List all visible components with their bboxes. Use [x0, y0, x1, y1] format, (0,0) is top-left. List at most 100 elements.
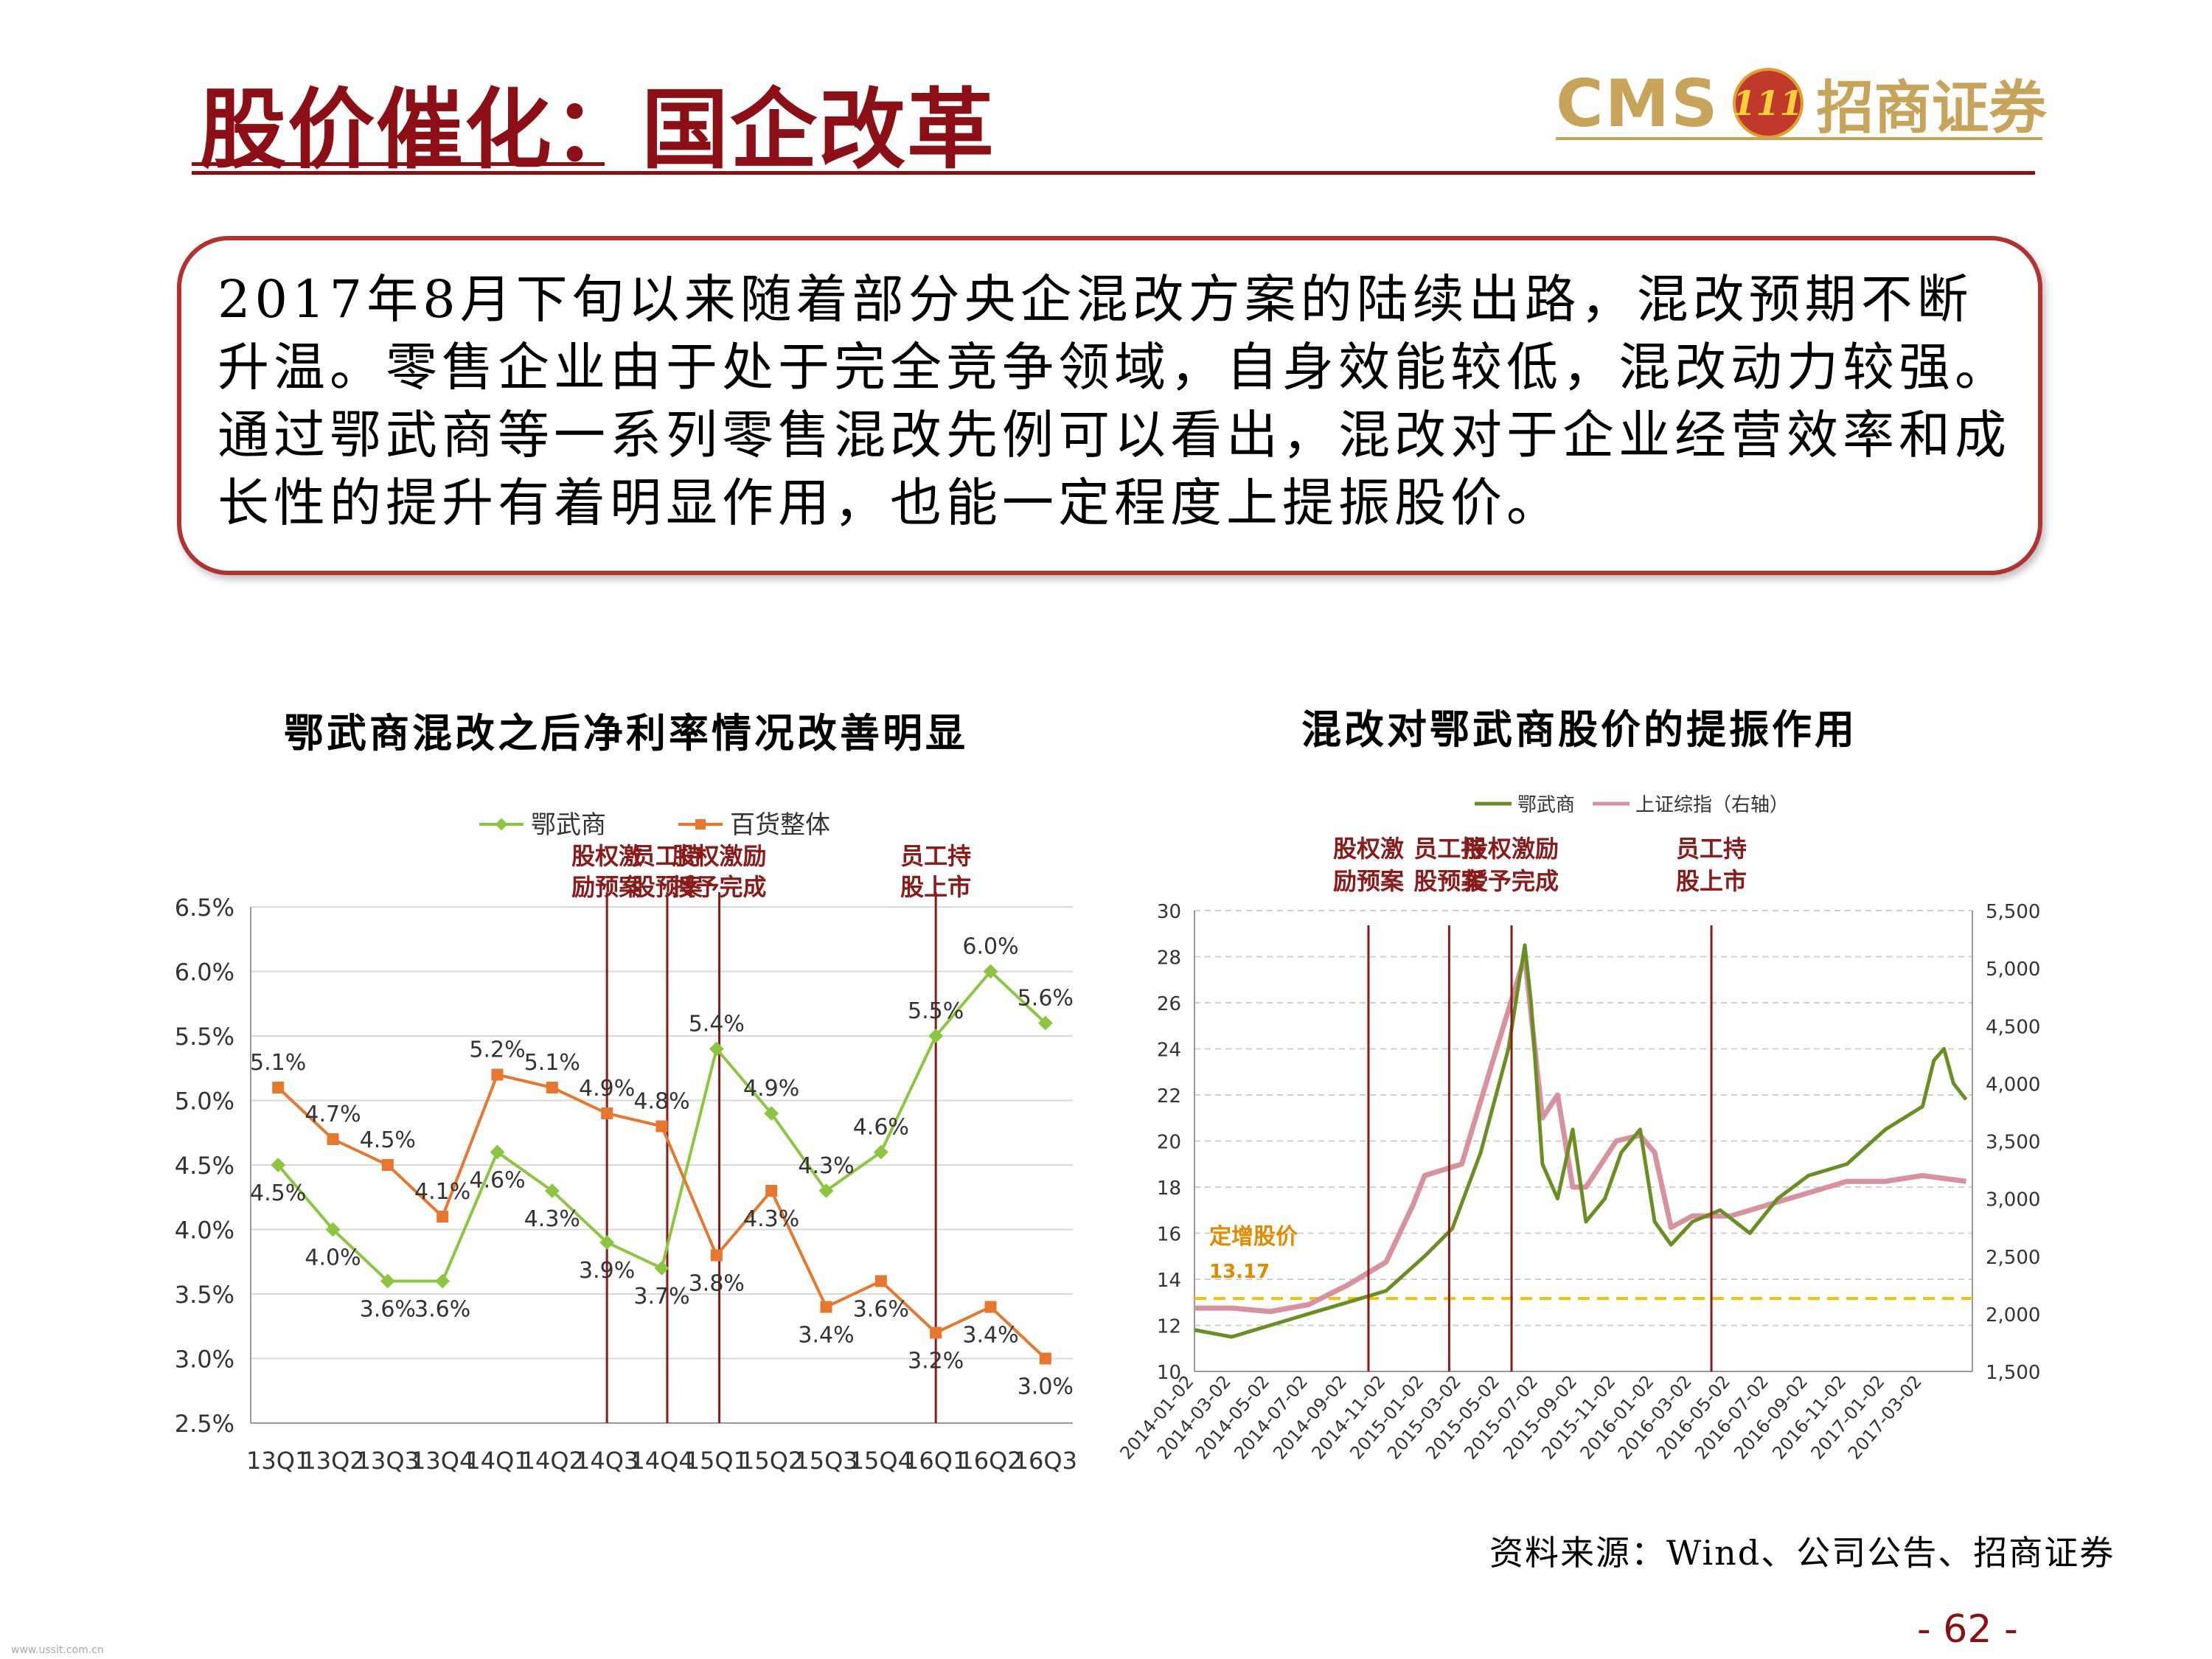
data-label: 4.8% — [633, 1089, 689, 1115]
x-tick-label: 13Q3 — [356, 1447, 420, 1475]
data-label: 4.0% — [305, 1245, 361, 1271]
data-point — [546, 1082, 558, 1093]
event-label: 股上市 — [900, 873, 971, 901]
y-right-tick-label: 3,500 — [1986, 1132, 2040, 1154]
data-label: 3.6% — [360, 1297, 416, 1323]
data-point — [271, 1158, 286, 1172]
data-point — [381, 1159, 394, 1171]
y-right-tick-label: 2,000 — [1986, 1304, 2040, 1326]
data-label: 4.3% — [798, 1153, 854, 1179]
data-label: 6.0% — [962, 934, 1018, 960]
data-point — [437, 1211, 449, 1222]
data-label: 5.4% — [689, 1012, 745, 1037]
legend-marker — [495, 818, 508, 831]
y-left-tick-label: 20 — [1157, 1132, 1181, 1154]
summary-callout — [177, 236, 2042, 575]
data-label: 3.4% — [798, 1323, 854, 1349]
y-tick-label: 6.0% — [175, 959, 234, 987]
data-point — [327, 1133, 339, 1145]
y-right-tick-label: 4,000 — [1986, 1074, 2040, 1096]
data-label: 3.2% — [908, 1349, 964, 1374]
data-label: 5.1% — [250, 1050, 306, 1076]
data-point — [435, 1273, 451, 1289]
legend-label: 鄂武商 — [531, 810, 606, 840]
data-label: 5.1% — [524, 1050, 580, 1076]
logo-cms: CMS — [1556, 65, 1719, 142]
y-left-tick-label: 10 — [1157, 1362, 1181, 1384]
data-point — [654, 1261, 669, 1276]
y-tick-label: 2.5% — [175, 1410, 234, 1438]
data-point — [764, 1106, 779, 1121]
event-label: 员工持 — [632, 842, 703, 870]
legend-label: 上证综指（右轴） — [1635, 794, 1789, 816]
y-left-tick-label: 24 — [1157, 1040, 1181, 1062]
data-point — [1039, 1352, 1051, 1365]
chart-stock-price: 10 12 14 16 18 20 22 24 26 28 30 1,500 2,000 2,500 3,0… — [1116, 794, 2040, 1464]
data-point — [930, 1326, 942, 1339]
data-point — [873, 1144, 888, 1160]
series-line — [1194, 943, 1968, 1339]
x-tick-label: 15Q4 — [849, 1447, 913, 1475]
y-left-tick-label: 30 — [1157, 901, 1181, 923]
event-label: 股权激 — [571, 842, 642, 870]
event-label: 授予完成 — [672, 873, 767, 901]
data-label: 5.2% — [469, 1037, 525, 1063]
data-point — [1037, 1015, 1053, 1031]
legend-marker — [695, 819, 706, 830]
y-left-tick-label: 26 — [1157, 993, 1181, 1015]
logo-mark-icon: 111 — [1733, 68, 1804, 139]
event-label: 股预案 — [632, 873, 703, 901]
data-label: 4.3% — [524, 1206, 580, 1232]
y-left-tick-label: 22 — [1157, 1085, 1181, 1107]
x-tick-label: 16Q3 — [1014, 1447, 1077, 1475]
data-label: 3.0% — [1018, 1374, 1074, 1400]
data-label: 5.5% — [908, 998, 964, 1024]
y-tick-label: 6.5% — [175, 894, 234, 922]
page-number: - 62 - — [1917, 1607, 2018, 1652]
data-label: 4.5% — [250, 1180, 306, 1206]
data-label: 4.7% — [305, 1102, 361, 1127]
data-point — [490, 1144, 505, 1160]
data-label: 5.6% — [1018, 986, 1074, 1012]
data-point — [325, 1222, 341, 1237]
y-left-tick-label: 14 — [1157, 1270, 1181, 1292]
event-label: 授予完成 — [1464, 867, 1559, 895]
source-note: 资料来源：Wind、公司公告、招商证券 — [1489, 1533, 2115, 1573]
logo-cn: 招商证券 — [1816, 74, 2047, 142]
y-tick-label: 4.0% — [175, 1217, 234, 1245]
y-left-tick-label: 18 — [1157, 1178, 1181, 1200]
data-label: 3.9% — [579, 1258, 635, 1284]
reference-label: 定增股价 — [1209, 1224, 1298, 1250]
data-label: 3.7% — [633, 1284, 689, 1310]
x-tick-label: 14Q3 — [575, 1447, 639, 1475]
data-point — [984, 1301, 997, 1313]
y-left-tick-label: 12 — [1157, 1316, 1181, 1338]
page-title: 股价催化：国企改革 — [199, 79, 996, 181]
data-point — [601, 1107, 613, 1119]
data-point — [928, 1029, 944, 1043]
title-rule — [192, 171, 2035, 175]
y-right-tick-label: 5,500 — [1986, 901, 2040, 923]
event-label: 股权激励 — [1464, 835, 1559, 863]
event-label: 股权激励 — [672, 842, 767, 870]
x-tick-label: 15Q3 — [794, 1447, 858, 1475]
y-right-tick-label: 1,500 — [1986, 1362, 2040, 1384]
y-tick-label: 5.0% — [175, 1088, 234, 1116]
x-tick-label: 14Q1 — [465, 1447, 529, 1475]
y-right-tick-label: 5,000 — [1986, 959, 2040, 981]
brand-logo: CMS 111 招商证券 — [1556, 59, 2047, 147]
x-tick-label: 15Q2 — [740, 1447, 803, 1475]
data-point — [599, 1235, 615, 1250]
summary-text: 2017年8月下旬以来随着部分央企混改方案的陆续出路，混改预期不断升温。零售企业… — [218, 269, 2011, 533]
event-label: 员工持 — [900, 842, 971, 870]
chart-net-margin: 2.5% 3.0% 3.5% 4.0% 4.5% 5.0% 5.5% 6.0% 6.5% 13Q1… — [175, 810, 1077, 1475]
y-left-tick-label: 16 — [1157, 1224, 1181, 1246]
data-point — [544, 1183, 560, 1198]
data-label: 4.5% — [360, 1127, 416, 1153]
x-tick-label: 13Q2 — [301, 1447, 364, 1475]
y-tick-label: 3.0% — [175, 1346, 234, 1374]
data-point — [818, 1183, 834, 1198]
chart2-title: 混改对鄂武商股价的提振作用 — [1301, 706, 1857, 753]
data-label: 4.6% — [853, 1115, 909, 1141]
y-right-tick-label: 3,000 — [1986, 1189, 2040, 1211]
